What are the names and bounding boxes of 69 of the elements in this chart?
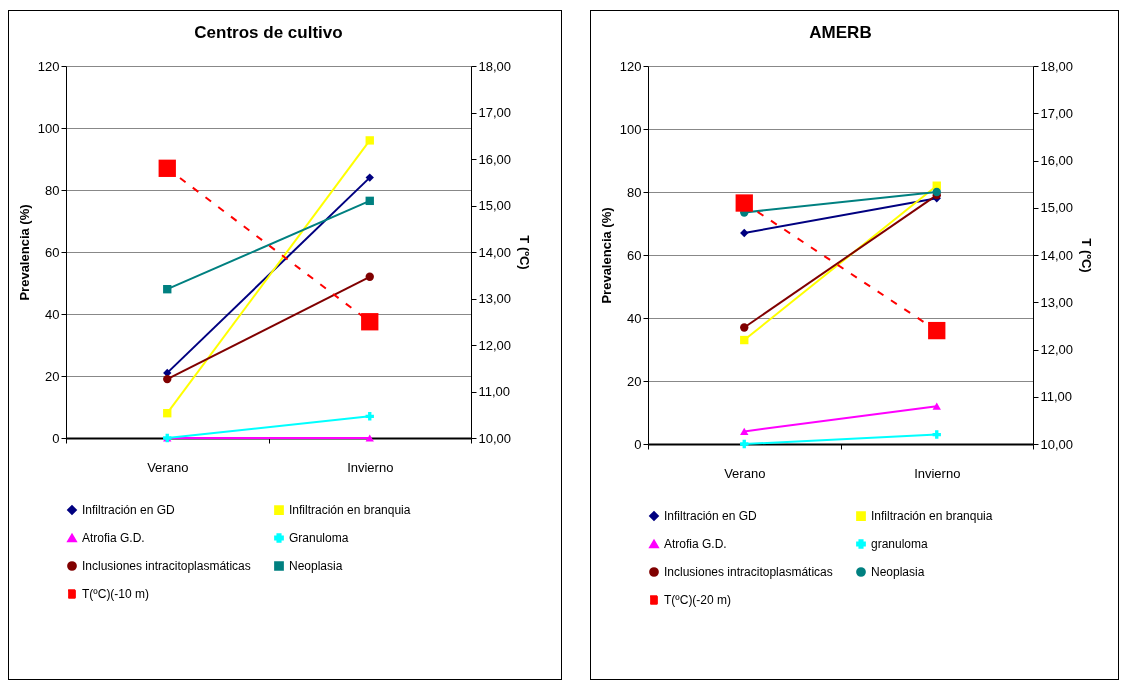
- legend-label: Infiltración en branquia: [871, 509, 993, 524]
- y2-tick-label: 14,00: [478, 244, 512, 260]
- point: [163, 285, 172, 294]
- point: [740, 323, 749, 332]
- x-tick-label: Verano: [147, 459, 189, 475]
- y-tick-label: 80: [45, 182, 60, 198]
- y2-axis-title: T (ºC): [517, 235, 533, 270]
- point: [163, 409, 172, 418]
- x-tick-label: Invierno: [914, 465, 961, 481]
- y-tick-label: 120: [37, 58, 60, 74]
- point: [365, 173, 374, 182]
- y2-tick-label: 18,00: [1040, 58, 1074, 74]
- y2-tick-label: 11,00: [478, 384, 511, 399]
- point: [740, 335, 749, 345]
- point: [932, 430, 941, 439]
- legend-label: Atrofia G.D.: [82, 531, 145, 545]
- legend-label: Atrofia G.D.: [664, 537, 727, 551]
- legend-label: Inclusiones intracitoplasmáticas: [82, 559, 251, 573]
- legend-label: granuloma: [871, 537, 929, 551]
- y2-tick-label: 18,00: [478, 58, 512, 74]
- legend-label: Infiltración en GD: [664, 509, 758, 524]
- y-tick-label: 0: [634, 436, 642, 452]
- y2-tick-label: 14,00: [1040, 247, 1074, 263]
- point: [740, 228, 749, 238]
- y2-tick-label: 16,00: [478, 151, 512, 167]
- point: [163, 374, 172, 384]
- y-tick-label: 40: [627, 310, 642, 326]
- y-tick-label: 20: [627, 373, 642, 389]
- y-tick-label: 80: [627, 184, 642, 200]
- y-axis-title: Prevalencia (%): [598, 207, 614, 304]
- x-tick-label: Invierno: [347, 459, 394, 475]
- y-axis-title: Prevalencia (%): [16, 204, 32, 301]
- point: [365, 272, 374, 281]
- legend-label: Infiltración en GD: [82, 503, 176, 518]
- point: [932, 187, 941, 197]
- y-tick-label: 20: [45, 368, 60, 384]
- y2-tick-label: 15,00: [1040, 200, 1074, 216]
- y2-tick-label: 12,00: [478, 337, 512, 353]
- y-tick-label: 100: [619, 121, 642, 137]
- legend-label: T(ºC)(-10 m): [82, 587, 150, 601]
- y2-axis-title: T (ºC): [1079, 238, 1095, 273]
- point: [740, 439, 749, 449]
- y2-tick-label: 11,00: [1040, 389, 1073, 405]
- legend-label: Neoplasia: [289, 559, 343, 573]
- y2-tick-label: 13,00: [1040, 294, 1074, 310]
- legend-label: Granuloma: [289, 531, 349, 545]
- point: [365, 136, 374, 145]
- chart-title: Centros de cultivo: [194, 23, 343, 42]
- y-tick-label: 40: [45, 306, 60, 322]
- chart-title: AMERB: [809, 23, 872, 42]
- y2-tick-label: 17,00: [478, 105, 512, 120]
- y2-tick-label: 12,00: [1040, 342, 1074, 357]
- y-tick-label: 120: [619, 58, 642, 74]
- y-tick-label: 0: [52, 430, 60, 446]
- y-tick-label: 60: [45, 244, 60, 260]
- legend-label: Neoplasia: [871, 565, 925, 579]
- y2-tick-label: 10,00: [478, 430, 512, 446]
- legend-label: Inclusiones intracitoplasmáticas: [664, 565, 833, 579]
- legend-label: T(ºC)(-20 m): [664, 593, 732, 607]
- y2-tick-label: 13,00: [478, 291, 512, 306]
- y2-tick-label: 10,00: [1040, 436, 1074, 452]
- y-tick-label: 100: [37, 120, 60, 136]
- y-tick-label: 60: [627, 247, 642, 263]
- x-tick-label: Verano: [724, 465, 766, 481]
- legend-label: Infiltración en branquia: [289, 503, 411, 518]
- y2-tick-label: 15,00: [478, 198, 512, 213]
- y2-tick-label: 16,00: [1040, 153, 1074, 168]
- y2-tick-label: 17,00: [1040, 105, 1074, 121]
- point: [365, 196, 374, 206]
